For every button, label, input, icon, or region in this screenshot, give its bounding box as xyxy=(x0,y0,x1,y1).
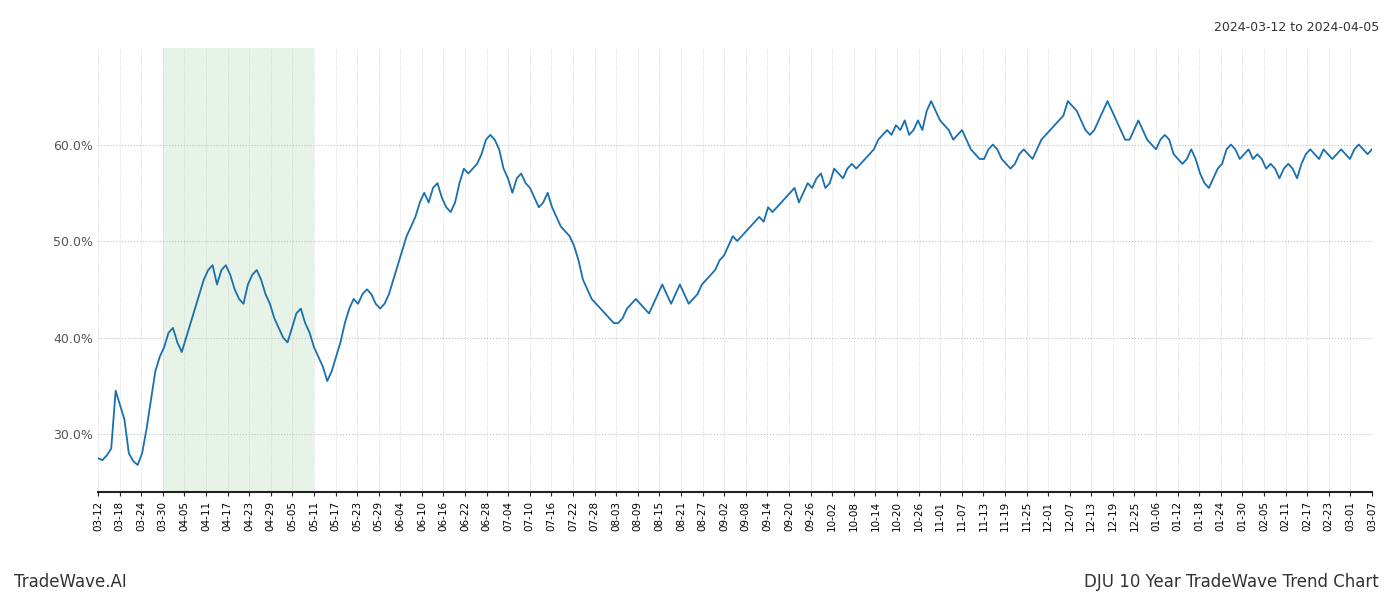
Text: DJU 10 Year TradeWave Trend Chart: DJU 10 Year TradeWave Trend Chart xyxy=(1084,573,1379,591)
Text: TradeWave.AI: TradeWave.AI xyxy=(14,573,127,591)
Bar xyxy=(162,48,314,492)
Text: 2024-03-12 to 2024-04-05: 2024-03-12 to 2024-04-05 xyxy=(1214,21,1379,34)
